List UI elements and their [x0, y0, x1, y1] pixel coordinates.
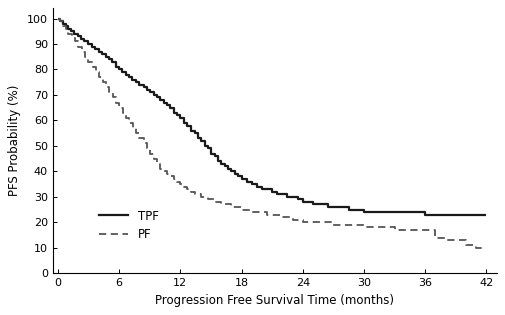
Y-axis label: PFS Probability (%): PFS Probability (%) — [9, 85, 21, 197]
X-axis label: Progression Free Survival Time (months): Progression Free Survival Time (months) — [155, 294, 394, 307]
Legend: TPF, PF: TPF, PF — [94, 205, 164, 246]
